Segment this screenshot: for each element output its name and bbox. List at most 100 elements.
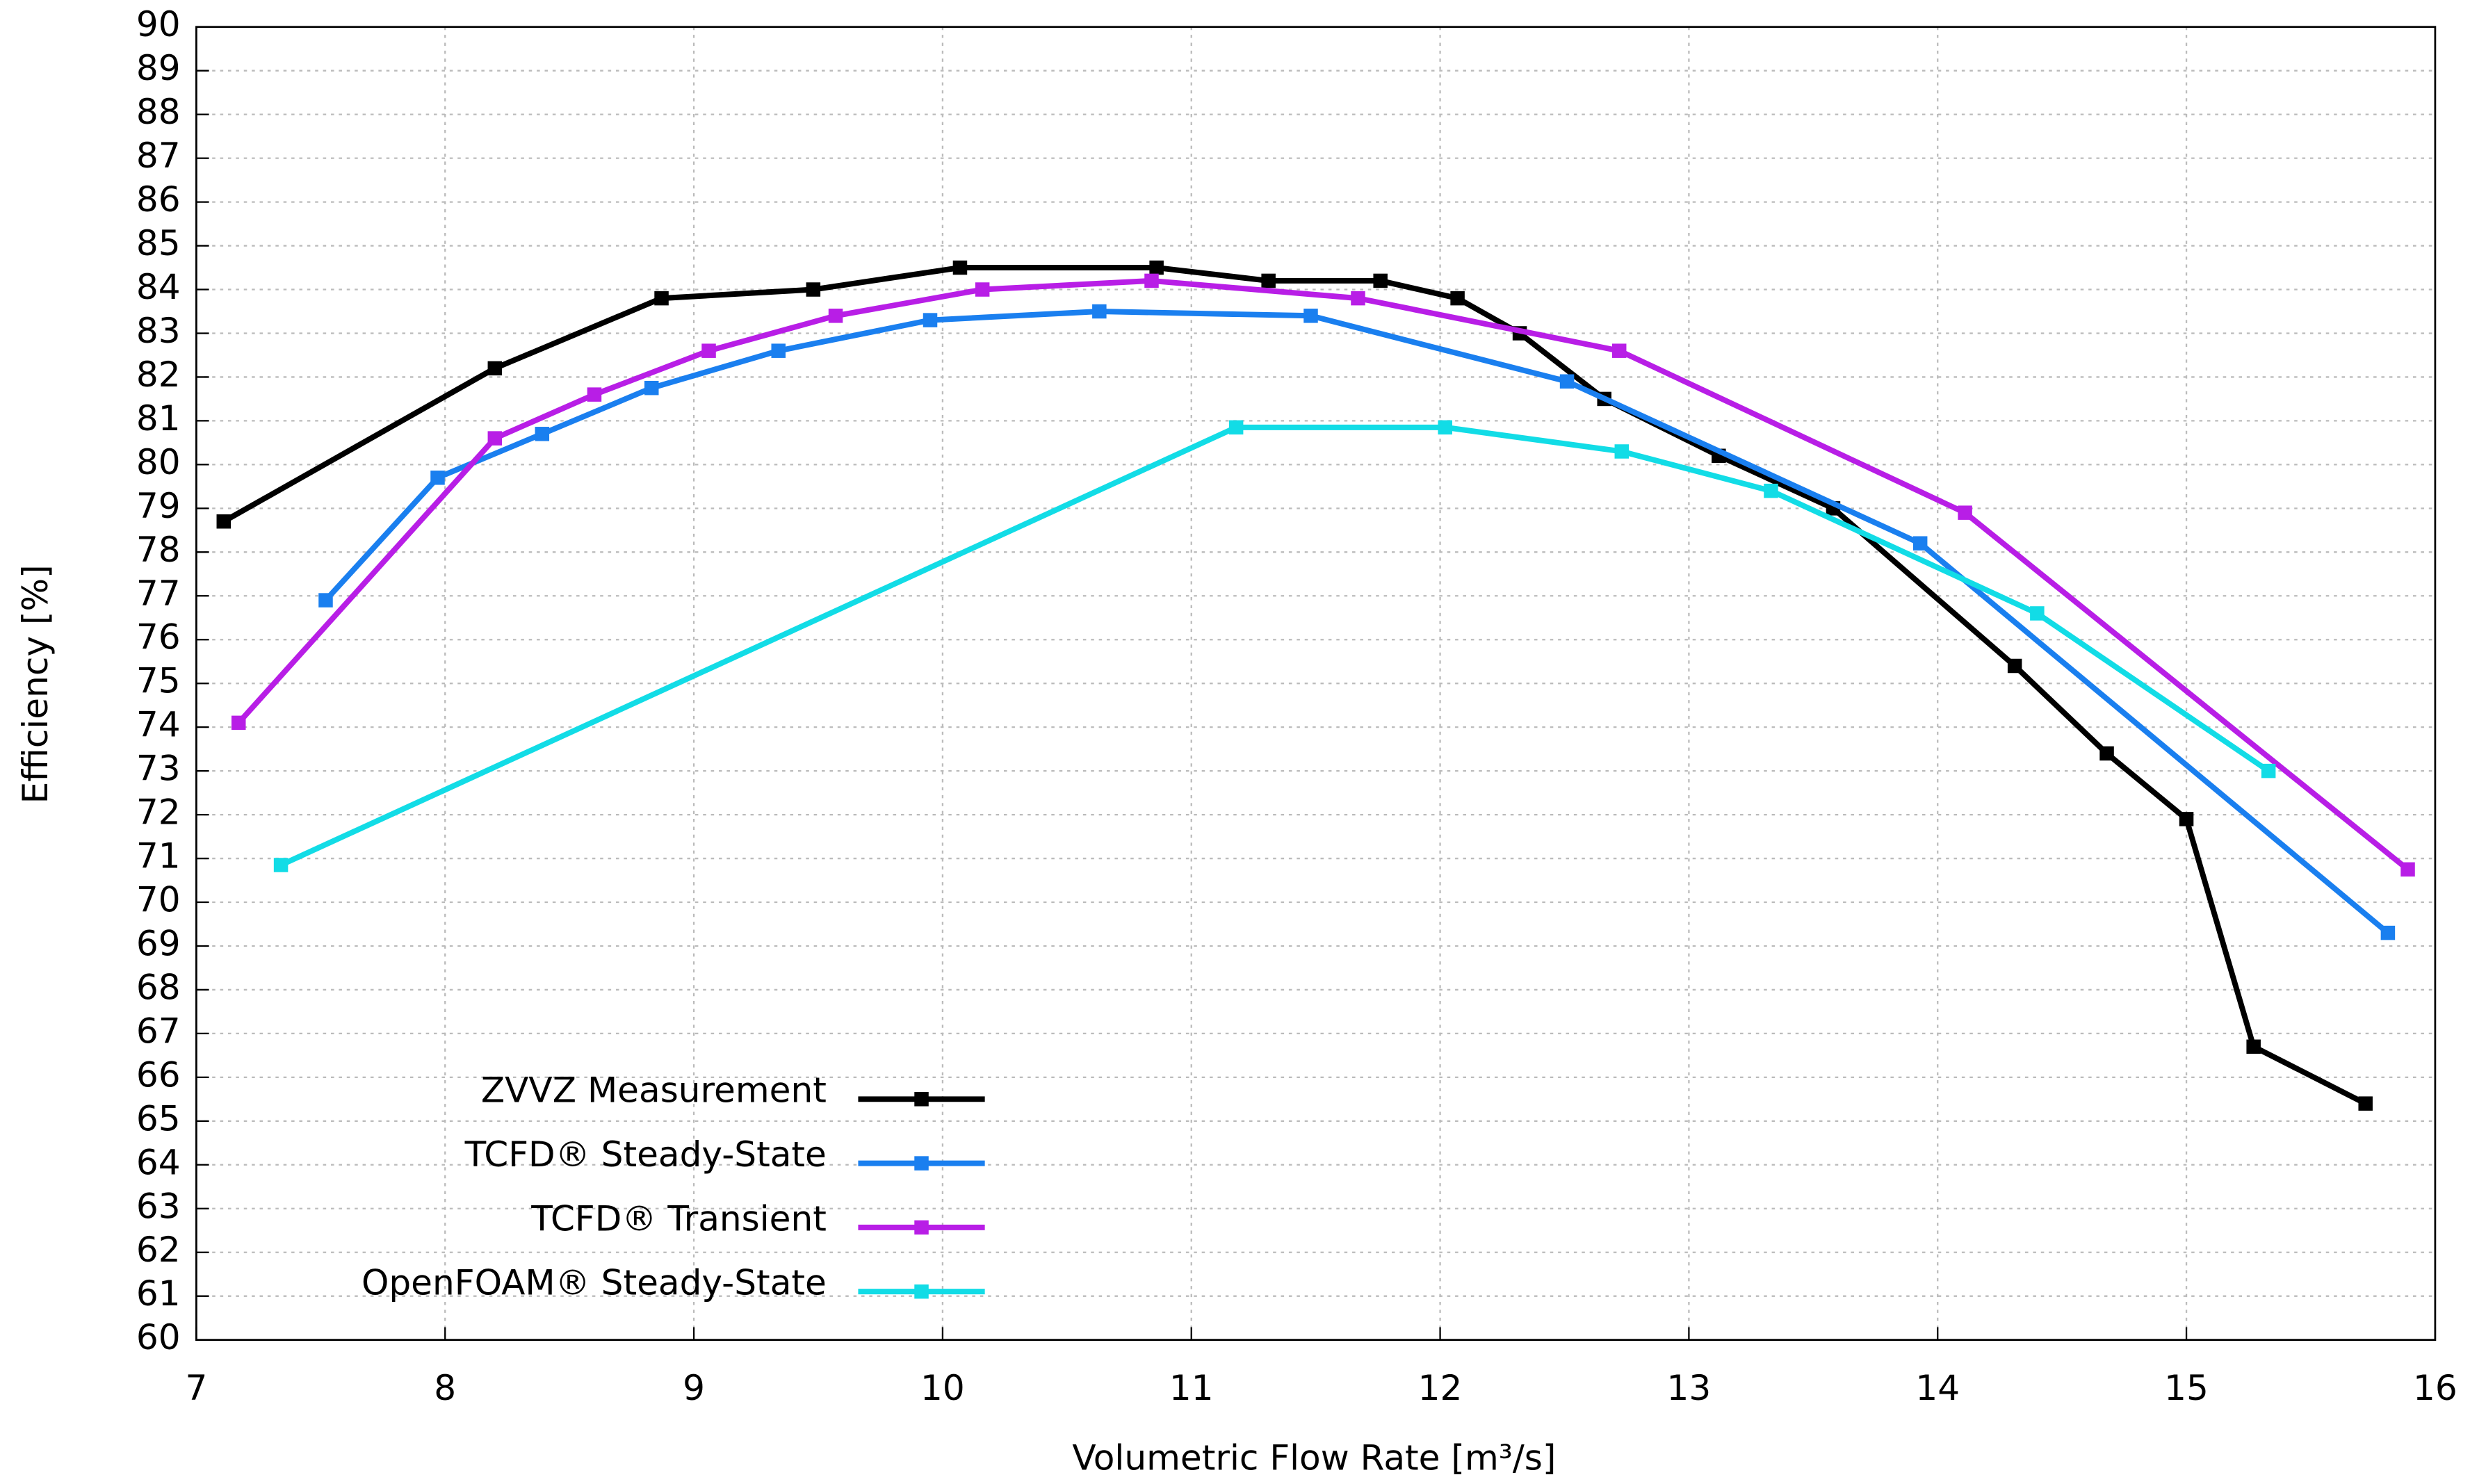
y-tick-label: 87 [136, 135, 181, 176]
x-tick-label: 7 [185, 1367, 207, 1408]
data-point [1261, 273, 1276, 288]
data-point [1351, 291, 1365, 306]
data-point [828, 309, 843, 323]
y-tick-label: 71 [136, 835, 181, 876]
x-tick-label: 12 [1418, 1367, 1463, 1408]
data-point [535, 427, 550, 441]
data-point [701, 343, 716, 358]
x-axis-label: Volumetric Flow Rate [m³/s] [1072, 1437, 1556, 1478]
legend-marker [914, 1220, 929, 1235]
data-point [1450, 291, 1465, 306]
x-tick-label: 13 [1667, 1367, 1712, 1408]
y-tick-label: 73 [136, 748, 181, 789]
data-point [2179, 812, 2194, 826]
data-point [487, 431, 503, 446]
data-point [806, 282, 821, 297]
y-tick-label: 70 [136, 879, 181, 920]
y-tick-label: 80 [136, 441, 181, 482]
y-tick-label: 89 [136, 47, 181, 88]
y-tick-label: 81 [136, 398, 181, 439]
data-point [1614, 444, 1630, 459]
data-point [2099, 746, 2114, 761]
legend-marker [914, 1156, 929, 1171]
y-tick-label: 68 [136, 966, 181, 1007]
y-tick-label: 61 [136, 1273, 181, 1314]
data-point [1092, 304, 1107, 319]
data-point [273, 858, 289, 872]
y-tick-label: 84 [136, 266, 181, 307]
y-tick-label: 86 [136, 179, 181, 220]
y-tick-label: 60 [136, 1316, 181, 1357]
legend-label: OpenFOAM® Steady-State [361, 1262, 827, 1303]
legend-marker [914, 1284, 929, 1299]
y-tick-label: 74 [136, 704, 181, 745]
y-tick-label: 82 [136, 354, 181, 395]
data-point [2030, 606, 2045, 621]
data-point [231, 715, 246, 731]
data-point [1149, 260, 1164, 275]
data-point [430, 471, 445, 485]
x-tick-label: 10 [920, 1367, 965, 1408]
data-point [318, 593, 333, 608]
y-tick-label: 75 [136, 660, 181, 701]
data-point [975, 282, 990, 297]
y-tick-label: 66 [136, 1054, 181, 1095]
y-tick-label: 63 [136, 1185, 181, 1226]
legend-marker [914, 1092, 929, 1107]
series-line [279, 424, 2270, 868]
x-tick-label: 9 [683, 1367, 705, 1408]
y-tick-label: 85 [136, 222, 181, 263]
y-tick-label: 65 [136, 1098, 181, 1139]
x-tick-label: 16 [2413, 1367, 2457, 1408]
data-point [771, 343, 786, 358]
y-tick-label: 76 [136, 617, 181, 658]
data-point [923, 313, 938, 327]
y-tick-label: 78 [136, 529, 181, 570]
data-point [654, 291, 669, 306]
y-tick-label: 69 [136, 922, 181, 963]
data-point [1303, 309, 1318, 323]
data-point [2007, 658, 2022, 674]
legend-label: TCFD® Transient [530, 1198, 827, 1239]
series-line [323, 309, 2390, 936]
x-tick-label: 15 [2164, 1367, 2209, 1408]
data-point [1764, 483, 1778, 498]
legend-label: TCFD® Steady-State [464, 1134, 827, 1175]
y-tick-label: 62 [136, 1229, 181, 1270]
y-axis-label: Efficiency [%] [15, 564, 56, 804]
plot-frame [195, 26, 2437, 1342]
data-point [1438, 420, 1452, 435]
x-tick-label: 11 [1169, 1367, 1214, 1408]
data-point [587, 387, 602, 402]
data-point [2400, 862, 2415, 877]
data-point [1559, 374, 1575, 389]
data-point [2246, 1039, 2261, 1054]
data-point [487, 361, 503, 376]
y-tick-label: 67 [136, 1010, 181, 1051]
y-tick-label: 64 [136, 1141, 181, 1182]
y-tick-label: 72 [136, 792, 181, 833]
data-point [2358, 1096, 2373, 1111]
y-tick-label: 77 [136, 573, 181, 614]
data-point [1958, 505, 1972, 520]
series-line [236, 277, 2410, 872]
data-point [1144, 273, 1159, 288]
y-tick-label: 90 [136, 3, 181, 44]
legend-label: ZVVZ Measurement [481, 1070, 827, 1111]
data-point [1611, 343, 1627, 358]
data-point [644, 380, 659, 396]
data-point [1373, 273, 1388, 288]
y-tick-label: 88 [136, 91, 181, 132]
series-line [222, 265, 2367, 1107]
data-point [216, 514, 231, 529]
x-tick-label: 8 [434, 1367, 456, 1408]
data-point [952, 260, 968, 275]
y-tick-label: 79 [136, 485, 181, 526]
data-point [2380, 925, 2396, 940]
data-point [1912, 536, 1928, 551]
y-tick-label: 83 [136, 310, 181, 351]
data-point [2261, 763, 2276, 778]
data-point [1228, 420, 1244, 435]
